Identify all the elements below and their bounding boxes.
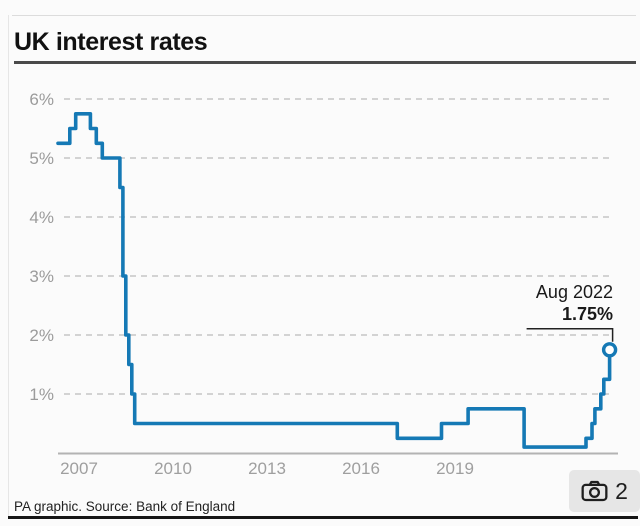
left-divider: [8, 15, 9, 517]
annotation-rate: 1.75%: [561, 303, 613, 324]
latest-value-marker: [601, 342, 618, 358]
y-axis-tick-label: 4%: [29, 208, 54, 227]
annotation-aug-2022: Aug 2022 1.75%: [535, 282, 613, 325]
photo-count: 2: [615, 477, 628, 504]
y-axis-tick-label: 5%: [29, 149, 54, 168]
bottom-divider: [8, 516, 638, 519]
x-axis-tick-label: 2016: [342, 459, 380, 478]
rate-line-series: [56, 112, 612, 449]
gridlines: [64, 98, 612, 395]
y-axis-tick-label: 6%: [29, 90, 54, 109]
x-axis-tick-label: 2007: [60, 459, 98, 478]
source-credit: PA graphic. Source: Bank of England: [14, 499, 236, 514]
y-axis-tick-label: 1%: [29, 385, 54, 404]
camera-icon: [581, 480, 608, 502]
top-divider: [12, 15, 636, 16]
x-axis-tick-label: 2013: [248, 459, 286, 478]
title-underline: [14, 61, 636, 64]
chart-title: UK interest rates: [14, 28, 208, 56]
annotation-date: Aug 2022: [535, 282, 613, 302]
x-axis-tick-label: 2010: [154, 459, 192, 478]
annotation-pointer-line: [526, 328, 614, 342]
y-axis-tick-label: 2%: [29, 326, 54, 345]
x-axis-tick-label: 2019: [436, 459, 474, 478]
y-axis-tick-label: 3%: [29, 267, 54, 286]
photo-gallery-badge[interactable]: 2: [569, 470, 640, 512]
